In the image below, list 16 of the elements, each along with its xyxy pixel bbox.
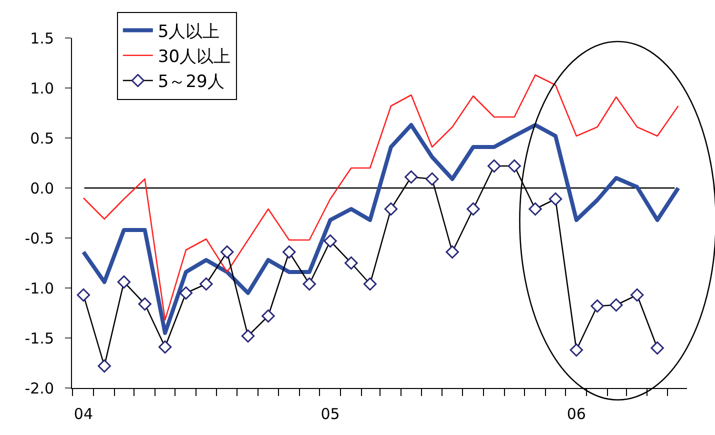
- y-tick-label: -1.5: [24, 329, 54, 348]
- x-tick-label: 06: [566, 405, 586, 423]
- line-series: [82, 74, 679, 321]
- x-tick-label: 04: [74, 405, 94, 423]
- y-tick-label: 0.0: [30, 179, 54, 198]
- y-tick-label: -2.0: [24, 379, 54, 398]
- y-tick-label: -0.5: [24, 229, 54, 248]
- y-tick-label: 0.5: [30, 129, 54, 148]
- x-tick-label: 05: [320, 405, 340, 423]
- legend-label: 30人以上: [158, 47, 231, 68]
- y-tick-label: 1.5: [30, 29, 54, 48]
- legend-label: 5～29人: [158, 72, 224, 92]
- line-series: [81, 123, 680, 335]
- legend-label: 5人以上: [158, 22, 220, 42]
- y-tick-label: 1.0: [30, 79, 54, 98]
- y-tick-label: -1.0: [24, 279, 54, 298]
